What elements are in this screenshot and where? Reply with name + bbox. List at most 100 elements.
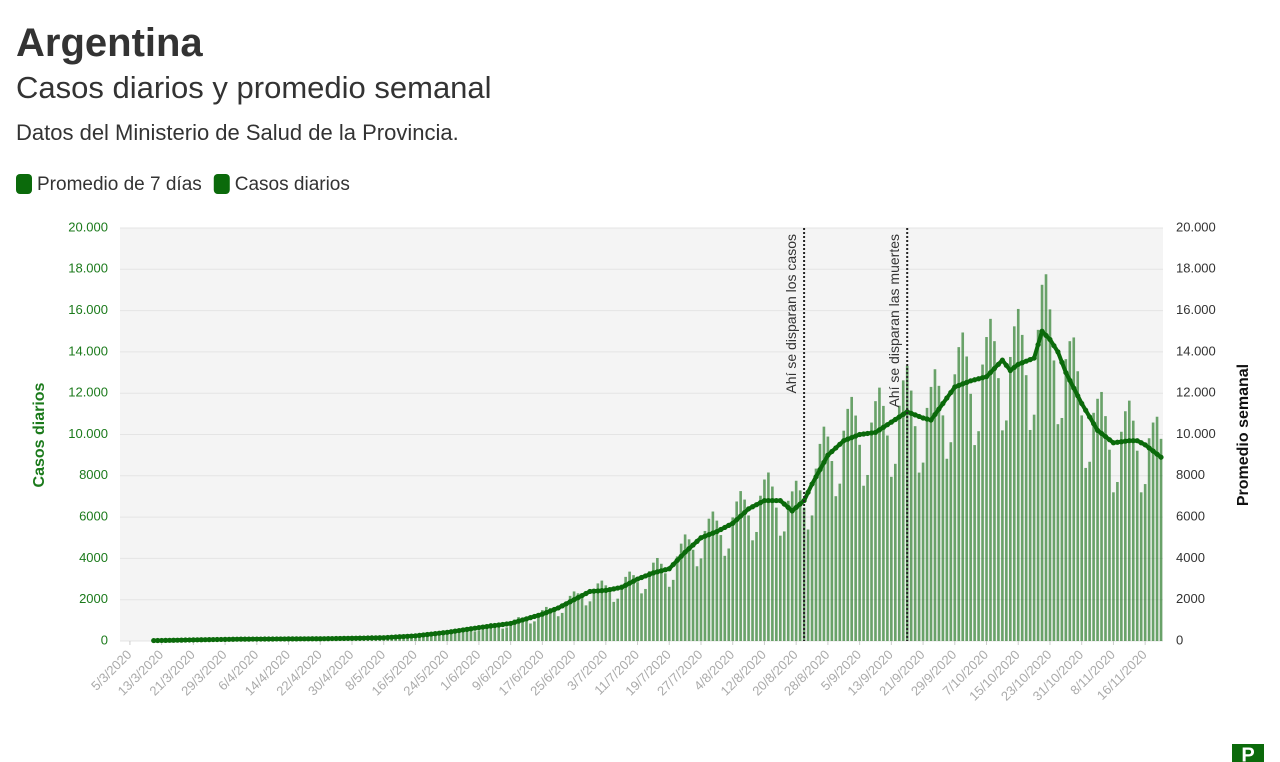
bar [894, 463, 897, 641]
line-point [190, 637, 196, 643]
line-point [155, 637, 161, 644]
bar [790, 491, 794, 641]
line-point [1075, 393, 1081, 399]
bar [933, 369, 937, 641]
bar [771, 486, 774, 641]
line-point [412, 633, 419, 639]
y-tick-label: 6000 [79, 509, 108, 524]
bar [1088, 461, 1091, 641]
bar [426, 634, 429, 641]
bar [1159, 438, 1163, 641]
line-point [1122, 438, 1128, 444]
line-point [381, 635, 387, 641]
line-point [408, 633, 415, 639]
y2-tick-label: 0 [1176, 632, 1183, 647]
line-point [979, 375, 986, 381]
bar [691, 549, 695, 641]
line-point [682, 549, 688, 555]
bar [640, 593, 643, 641]
line-point [396, 634, 403, 640]
bar [584, 605, 588, 641]
bar [545, 606, 548, 641]
line-point [805, 489, 811, 495]
line-point [1154, 451, 1160, 457]
line-point [793, 504, 799, 511]
line-point [519, 617, 526, 623]
bar [663, 573, 667, 641]
bar [580, 597, 584, 641]
bar [1024, 375, 1028, 641]
line-point [1134, 438, 1140, 444]
line-point [400, 633, 407, 640]
line-point [365, 635, 371, 641]
line-point [1043, 332, 1049, 338]
bar [826, 436, 830, 641]
line-point [765, 497, 772, 504]
bar [485, 624, 489, 641]
line-point [258, 636, 264, 642]
bar [882, 405, 885, 641]
line-point [849, 434, 855, 441]
line-point [837, 441, 843, 447]
bar [993, 341, 996, 641]
line-point [377, 635, 383, 641]
line-point [940, 400, 946, 407]
bar [743, 499, 746, 641]
line-point [174, 637, 181, 643]
line-point [650, 570, 656, 576]
bar [493, 623, 497, 641]
bar [1080, 415, 1084, 641]
bar [588, 601, 592, 641]
bar [921, 462, 925, 641]
line-point [916, 413, 922, 420]
line-point [761, 497, 768, 504]
annotation-text: Ahí se disparan los casos [783, 234, 799, 394]
line-point [968, 378, 974, 384]
line-point [452, 628, 458, 634]
line-point [757, 500, 764, 506]
line-point [698, 535, 704, 541]
line-point [1031, 355, 1037, 361]
line-point [1094, 427, 1101, 433]
line-point [1051, 343, 1057, 349]
line-point [864, 430, 871, 437]
bar [1096, 398, 1099, 641]
line-point [254, 636, 260, 642]
line-point [464, 626, 470, 632]
line-point [278, 636, 284, 642]
bar [687, 539, 691, 641]
bar [505, 627, 508, 641]
line-point [563, 601, 569, 607]
line-point [920, 415, 926, 421]
bar [679, 543, 683, 641]
bar [751, 540, 754, 641]
line-point [627, 580, 633, 586]
line-point [619, 584, 625, 590]
y-tick-label: 18.000 [68, 261, 108, 276]
line-point [956, 382, 962, 389]
bar [660, 563, 663, 641]
line-point [821, 459, 827, 465]
line-point [166, 637, 173, 643]
bar [747, 515, 750, 641]
line-point [539, 611, 545, 617]
line-point [353, 635, 359, 641]
line-point [928, 417, 934, 423]
line-point [424, 631, 430, 638]
y-tick-label: 16.000 [68, 302, 108, 317]
line-point [230, 636, 236, 642]
line-point [404, 633, 411, 639]
line-point [476, 624, 482, 631]
line-point [480, 624, 486, 630]
line-point [270, 636, 276, 642]
bar [707, 518, 711, 641]
line-point [944, 395, 950, 401]
bar [437, 632, 441, 641]
line-point [603, 587, 609, 594]
line-point [686, 545, 692, 552]
line-point [829, 448, 835, 455]
y2-tick-label: 2000 [1176, 591, 1205, 606]
line-point [924, 416, 930, 422]
bar [1040, 284, 1044, 641]
line-point [690, 542, 696, 548]
